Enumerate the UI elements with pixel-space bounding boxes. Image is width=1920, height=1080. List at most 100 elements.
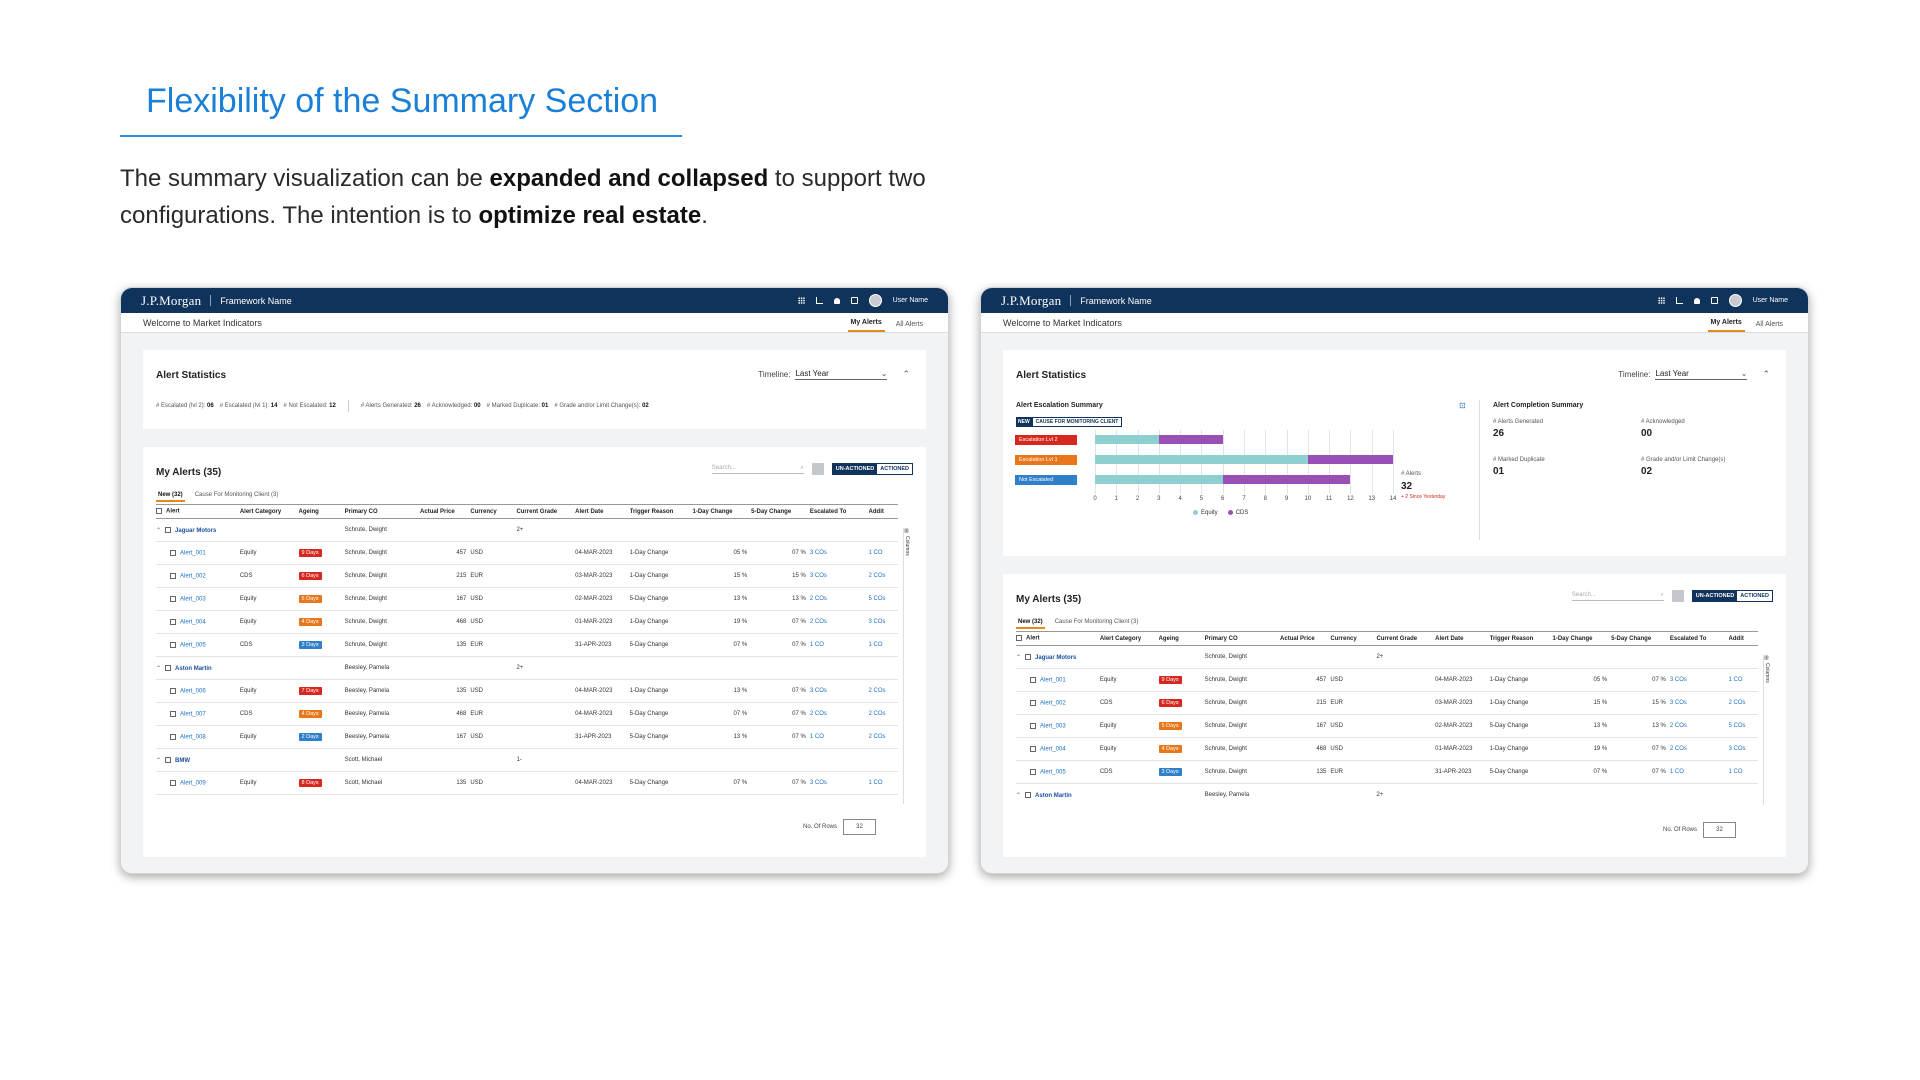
apps-grid-icon[interactable] [797, 297, 805, 304]
escalated-to-link[interactable]: 1 CO [809, 633, 869, 657]
bar-segment-cds[interactable] [1307, 455, 1393, 464]
additional-link[interactable]: 1 CO [868, 541, 898, 565]
row-checkbox[interactable] [170, 549, 176, 556]
escalated-to-link[interactable]: 2 COs [809, 610, 869, 634]
group-name[interactable]: Jaguar Motors [1035, 654, 1077, 661]
user-name[interactable]: User Name [1752, 297, 1788, 304]
toggle-actioned[interactable]: ACTIONED [880, 466, 909, 472]
rows-input[interactable]: 32 [1703, 822, 1736, 838]
column-header[interactable]: Currency [1330, 631, 1377, 646]
alert-link[interactable]: Alert_002 [180, 573, 206, 580]
chart-icon[interactable] [1675, 297, 1683, 304]
alert-link[interactable]: Alert_008 [180, 734, 206, 741]
alert-link[interactable]: Alert_001 [180, 550, 206, 557]
column-header[interactable]: Addit [1728, 631, 1758, 646]
escalated-to-link[interactable]: 3 COs [809, 679, 869, 703]
row-checkbox[interactable] [170, 779, 176, 786]
row-checkbox[interactable] [1030, 745, 1036, 752]
additional-link[interactable]: 3 COs [868, 610, 898, 634]
column-header[interactable]: 1-Day Change [1552, 631, 1612, 646]
table-group-row[interactable]: ⌃ Aston Martin Beesley, Pamela 2+ [156, 656, 898, 680]
column-header[interactable]: Trigger Reason [629, 504, 693, 519]
escalated-to-link[interactable]: 3 COs [809, 564, 869, 588]
group-name[interactable]: Jaguar Motors [175, 527, 217, 534]
row-checkbox[interactable] [1025, 791, 1032, 798]
escalated-to-link[interactable]: 2 COs [1669, 737, 1729, 761]
additional-link[interactable]: 2 COs [868, 564, 898, 588]
collapse-summary-icon[interactable]: ⌃ [1762, 369, 1770, 379]
escalated-to-link[interactable]: 2 COs [809, 702, 869, 726]
row-checkbox[interactable] [170, 687, 176, 694]
avatar[interactable] [1728, 294, 1742, 307]
additional-link[interactable]: 5 COs [868, 587, 898, 611]
escalated-to-link[interactable]: 1 CO [1669, 760, 1729, 784]
additional-link[interactable]: 2 COs [868, 702, 898, 726]
column-header[interactable]: Alert Date [1435, 631, 1490, 646]
escalated-to-link[interactable]: 2 COs [809, 587, 869, 611]
bar-segment-cds[interactable] [1158, 435, 1223, 444]
filter-icon[interactable] [811, 463, 824, 475]
alert-link[interactable]: Alert_004 [1040, 746, 1066, 753]
additional-link[interactable]: 1 CO [868, 771, 898, 795]
column-header[interactable]: Alert Category [1099, 631, 1159, 646]
select-all-checkbox[interactable] [156, 508, 162, 515]
table-row[interactable]: Alert_008 Equity 2 Days Beesley, Pamela 167 U… [156, 725, 898, 749]
search-input[interactable]: Search... ⌕ [1571, 592, 1664, 601]
column-header[interactable]: Actual Price [1280, 631, 1331, 646]
alert-link[interactable]: Alert_009 [180, 780, 206, 787]
help-icon[interactable] [1710, 297, 1718, 304]
row-checkbox[interactable] [1030, 676, 1036, 683]
chevron-up-icon[interactable]: ⌃ [156, 527, 162, 534]
table-row[interactable]: Alert_001 Equity 9 Days Schrute, Dwight 457 U… [1016, 668, 1758, 692]
additional-link[interactable]: 5 COs [1728, 714, 1758, 738]
chart-icon[interactable] [815, 297, 823, 304]
additional-link[interactable]: 2 COs [868, 725, 898, 749]
alert-link[interactable]: Alert_003 [1040, 723, 1066, 730]
chevron-up-icon[interactable]: ⌃ [156, 665, 162, 672]
additional-link[interactable]: 2 COs [1728, 691, 1758, 715]
table-group-row[interactable]: ⌃ Aston Martin Beesley, Pamela 2+ [1016, 783, 1758, 806]
user-name[interactable]: User Name [892, 297, 928, 304]
table-group-row[interactable]: ⌃ Jaguar Motors Schrute, Dwight 2+ [1016, 645, 1758, 669]
additional-link[interactable]: 1 CO [868, 633, 898, 657]
alert-link[interactable]: Alert_007 [180, 711, 206, 718]
table-row[interactable]: Alert_007 CDS 4 Days Beesley, Pamela 468 EUR 0… [156, 702, 898, 726]
table-group-row[interactable]: ⌃ BMW Scott, Michael 1- [156, 748, 898, 772]
group-name[interactable]: Aston Martin [1035, 792, 1072, 799]
escalated-to-link[interactable]: 3 COs [809, 541, 869, 565]
table-row[interactable]: Alert_006 Equity 7 Days Beesley, Pamela 135 U… [156, 679, 898, 703]
table-row[interactable]: Alert_001 Equity 9 Days Schrute, Dwight 457 U… [156, 541, 898, 565]
column-header[interactable]: 5-Day Change [1611, 631, 1670, 646]
row-checkbox[interactable] [165, 664, 172, 671]
apps-grid-icon[interactable] [1657, 297, 1665, 304]
row-checkbox[interactable] [1030, 768, 1036, 775]
table-row[interactable]: Alert_004 Equity 4 Days Schrute, Dwight 468 U… [1016, 737, 1758, 761]
brand-logo[interactable]: J.P.Morgan [1001, 292, 1062, 308]
row-checkbox[interactable] [170, 618, 176, 625]
columns-panel-toggle[interactable]: ▥ Columns [1763, 655, 1773, 805]
additional-link[interactable]: 3 COs [1728, 737, 1758, 761]
chevron-up-icon[interactable]: ⌃ [1016, 792, 1022, 799]
additional-link[interactable]: 1 CO [1728, 668, 1758, 692]
additional-link[interactable]: 2 COs [868, 679, 898, 703]
tab-cause[interactable]: Cause For Monitoring Client (3) [1054, 619, 1139, 625]
escalated-to-link[interactable]: 3 COs [809, 771, 869, 795]
tab-new[interactable]: New (32) [1016, 619, 1045, 629]
toggle-unactioned[interactable]: UN-ACTIONED [1692, 591, 1738, 601]
bell-icon[interactable] [833, 297, 840, 304]
actioned-toggle[interactable]: UN-ACTIONED ACTIONED [831, 463, 913, 475]
column-header[interactable]: Alert Category [239, 504, 299, 519]
avatar[interactable] [868, 294, 882, 307]
table-row[interactable]: Alert_005 CDS 3 Days Schrute, Dwight 135 EUR 3… [1016, 760, 1758, 784]
group-name[interactable]: Aston Martin [175, 665, 212, 672]
bar-segment-cds[interactable] [1222, 475, 1351, 484]
row-checkbox[interactable] [165, 756, 172, 763]
actioned-toggle[interactable]: UN-ACTIONED ACTIONED [1691, 590, 1773, 602]
select-all-checkbox[interactable] [1016, 635, 1022, 642]
help-icon[interactable] [850, 297, 858, 304]
bar-segment-equity[interactable] [1095, 475, 1223, 484]
tab-new[interactable]: New (32) [156, 492, 185, 502]
tab-my-alerts[interactable]: My Alerts [1707, 319, 1745, 332]
column-header[interactable]: Alert [1016, 631, 1100, 646]
new-cause-chip[interactable]: NEW CAUSE FOR MONITORING CLIENT [1016, 417, 1123, 427]
